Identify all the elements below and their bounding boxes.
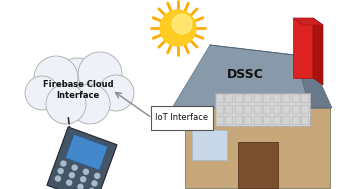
FancyBboxPatch shape — [225, 105, 233, 114]
FancyBboxPatch shape — [244, 105, 252, 114]
FancyBboxPatch shape — [263, 105, 271, 114]
FancyBboxPatch shape — [273, 94, 281, 103]
Circle shape — [70, 84, 110, 124]
FancyBboxPatch shape — [273, 105, 281, 114]
FancyBboxPatch shape — [235, 94, 243, 103]
Text: Firebase Cloud
Interface: Firebase Cloud Interface — [43, 80, 113, 100]
Polygon shape — [295, 55, 332, 108]
FancyBboxPatch shape — [151, 106, 213, 130]
FancyBboxPatch shape — [225, 94, 233, 103]
FancyBboxPatch shape — [292, 116, 300, 125]
Circle shape — [83, 169, 89, 174]
Circle shape — [67, 180, 72, 185]
Circle shape — [48, 58, 108, 118]
FancyBboxPatch shape — [263, 116, 271, 125]
Circle shape — [78, 52, 122, 96]
FancyBboxPatch shape — [292, 94, 300, 103]
Polygon shape — [172, 45, 310, 108]
FancyBboxPatch shape — [215, 93, 310, 126]
Circle shape — [55, 176, 61, 181]
FancyBboxPatch shape — [238, 142, 278, 188]
FancyBboxPatch shape — [292, 105, 300, 114]
FancyBboxPatch shape — [263, 94, 271, 103]
FancyBboxPatch shape — [244, 94, 252, 103]
FancyBboxPatch shape — [254, 94, 262, 103]
Circle shape — [58, 169, 63, 174]
FancyBboxPatch shape — [235, 105, 243, 114]
Circle shape — [69, 173, 75, 178]
Circle shape — [61, 161, 66, 166]
FancyBboxPatch shape — [216, 116, 224, 125]
FancyBboxPatch shape — [282, 105, 290, 114]
Circle shape — [46, 84, 86, 124]
FancyBboxPatch shape — [244, 116, 252, 125]
FancyBboxPatch shape — [192, 130, 227, 160]
Circle shape — [78, 184, 83, 189]
FancyBboxPatch shape — [301, 94, 309, 103]
FancyBboxPatch shape — [282, 94, 290, 103]
Polygon shape — [65, 134, 108, 170]
FancyBboxPatch shape — [185, 108, 330, 188]
Polygon shape — [313, 18, 323, 85]
Circle shape — [98, 75, 134, 111]
FancyBboxPatch shape — [225, 116, 233, 125]
FancyBboxPatch shape — [235, 116, 243, 125]
Circle shape — [160, 10, 196, 46]
Text: DSSC: DSSC — [226, 68, 264, 81]
Circle shape — [92, 181, 97, 186]
Polygon shape — [293, 18, 313, 78]
FancyBboxPatch shape — [216, 94, 224, 103]
FancyBboxPatch shape — [273, 116, 281, 125]
FancyBboxPatch shape — [254, 116, 262, 125]
FancyBboxPatch shape — [216, 105, 224, 114]
Text: IoT Interface: IoT Interface — [155, 114, 209, 122]
FancyBboxPatch shape — [282, 116, 290, 125]
FancyBboxPatch shape — [301, 105, 309, 114]
FancyBboxPatch shape — [301, 116, 309, 125]
Circle shape — [89, 188, 94, 189]
Circle shape — [25, 76, 59, 110]
Circle shape — [172, 14, 192, 34]
FancyBboxPatch shape — [254, 105, 262, 114]
Circle shape — [81, 177, 86, 182]
Polygon shape — [47, 127, 117, 189]
Polygon shape — [293, 18, 323, 25]
Circle shape — [95, 173, 100, 178]
Circle shape — [34, 56, 78, 100]
Circle shape — [72, 165, 77, 170]
